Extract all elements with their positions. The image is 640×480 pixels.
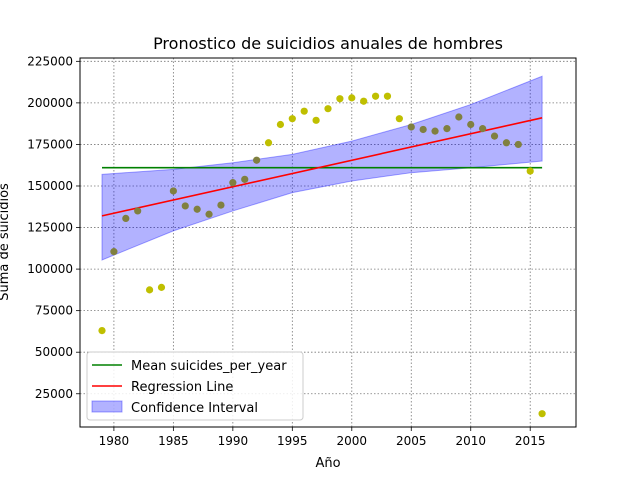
legend-box	[86, 351, 304, 421]
trend-lines	[101, 117, 543, 217]
data-point	[479, 125, 487, 133]
x-tick-label: 1990	[218, 434, 249, 448]
data-point	[241, 175, 249, 183]
data-point	[443, 125, 451, 133]
x-tick-label: 2010	[455, 434, 486, 448]
data-point	[407, 123, 415, 131]
x-tick-label: 1980	[99, 434, 130, 448]
y-tick-label: 150000	[27, 179, 73, 193]
legend-regression-label: Regression Line	[131, 380, 233, 395]
data-point	[383, 92, 392, 100]
data-point	[193, 205, 201, 213]
y-tick-label: 50000	[35, 345, 73, 359]
data-point	[526, 167, 534, 175]
data-point	[455, 113, 463, 121]
data-point	[324, 105, 332, 113]
data-point	[98, 326, 106, 335]
x-tick-label: 1995	[277, 434, 308, 448]
data-point	[431, 127, 439, 135]
data-point	[300, 107, 308, 115]
data-point	[134, 207, 142, 215]
data-point	[276, 120, 285, 129]
data-point	[205, 210, 213, 218]
legend-ci-label: Confidence Interval	[131, 401, 258, 416]
data-point	[169, 187, 177, 195]
data-point	[145, 286, 154, 294]
data-point	[229, 179, 237, 187]
grid	[80, 58, 576, 427]
y-tick-label: 225000	[27, 54, 73, 68]
data-point	[181, 202, 189, 210]
data-point	[348, 94, 356, 102]
data-point	[122, 214, 130, 222]
x-tick-label: 2000	[337, 434, 368, 448]
y-tick-label: 100000	[27, 262, 73, 276]
data-point	[502, 139, 511, 147]
scatter-points	[98, 92, 546, 418]
y-tick-label: 75000	[35, 304, 73, 318]
legend-mean-label: Mean suicides_per_year	[131, 359, 287, 374]
legend-ci-swatch	[91, 400, 123, 413]
x-tick-label: 2005	[396, 434, 427, 448]
y-tick-label: 175000	[27, 137, 73, 151]
x-axis-label: Año	[315, 456, 340, 471]
data-point	[514, 140, 522, 149]
chart-title: Pronostico de suicidios anuales de hombr…	[153, 34, 503, 53]
data-point	[467, 120, 475, 129]
x-tick-label: 2015	[515, 434, 546, 448]
data-point	[490, 132, 499, 140]
data-point	[336, 95, 344, 103]
data-point	[264, 139, 273, 147]
x-tick-label: 1985	[158, 434, 189, 448]
regression-line	[101, 117, 543, 217]
y-tick-label: 25000	[35, 387, 73, 401]
plot-frame	[79, 57, 577, 428]
data-point	[312, 116, 320, 124]
y-axis-label: Suma de suicidios	[0, 183, 12, 301]
data-point	[395, 115, 403, 123]
x-axis-ticks: 1980 1985 1990 1995 2000 2005 2010 2015	[99, 427, 546, 448]
y-axis-ticks: 25000 50000 75000 100000 125000 150000 175000 2…	[27, 54, 80, 401]
y-tick-label: 200000	[27, 96, 73, 110]
legend: Mean suicides_per_year Regression Line C…	[86, 351, 304, 421]
data-point	[371, 92, 380, 100]
data-point	[110, 248, 118, 256]
data-point	[538, 410, 546, 418]
data-point	[360, 97, 368, 105]
y-tick-label: 125000	[27, 221, 73, 235]
data-point	[253, 156, 261, 164]
data-point	[217, 201, 225, 209]
data-point	[288, 115, 296, 123]
data-point	[419, 125, 427, 134]
data-point	[157, 283, 166, 291]
